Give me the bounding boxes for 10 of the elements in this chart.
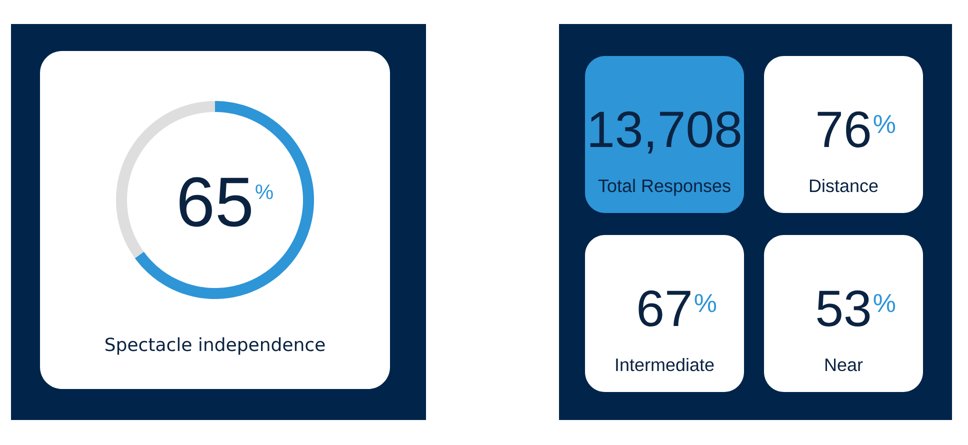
text: 13,708: [590, 111, 740, 154]
category-label: Intermediate: [616, 358, 714, 372]
text: 53$^{%}$: [817, 290, 896, 326]
text: Spectacle independence: [106, 337, 325, 355]
category-label: Near: [825, 358, 863, 372]
category-label: Distance: [810, 178, 878, 192]
text: 67$^{%}$: [638, 290, 716, 326]
data-label: 65$^{%}$: [180, 177, 273, 227]
text: 76$^{%}$: [818, 111, 896, 148]
category-label: Total Responses: [598, 178, 730, 196]
